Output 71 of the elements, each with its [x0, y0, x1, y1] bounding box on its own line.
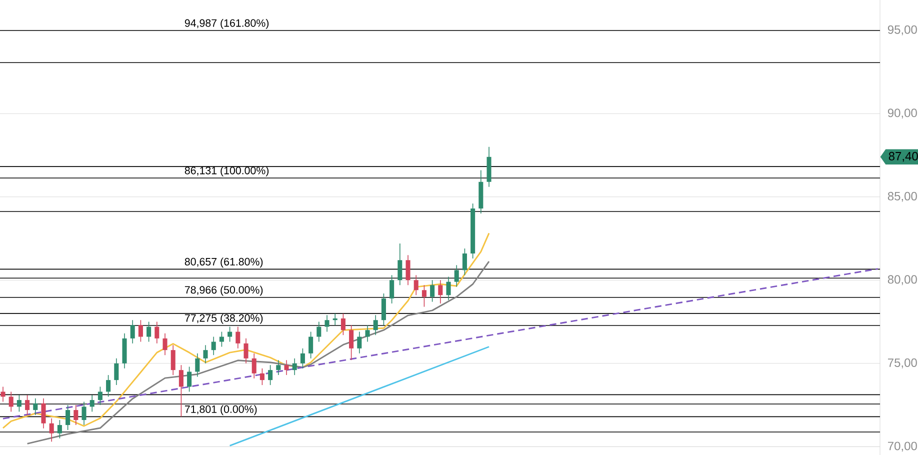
y-tick-label: 75,00 — [888, 358, 917, 368]
candlestick — [365, 324, 370, 342]
candlestick — [357, 331, 362, 354]
candlestick — [228, 326, 232, 342]
candlestick — [82, 401, 86, 426]
candlestick — [0, 386, 6, 402]
candlestick — [422, 284, 426, 308]
candlestick — [332, 313, 338, 326]
candlestick — [414, 274, 418, 296]
candlestick — [74, 404, 78, 426]
candlestick — [178, 364, 184, 418]
candlestick — [90, 394, 94, 412]
candlestick — [138, 320, 143, 342]
candlestick — [33, 398, 38, 416]
candlestick — [373, 314, 378, 336]
candlestick — [292, 358, 297, 376]
candlestick — [16, 394, 22, 412]
candlestick — [219, 331, 224, 348]
candlestick — [236, 326, 240, 349]
candlestick — [98, 386, 102, 406]
candlestick — [8, 391, 14, 412]
candlestick — [244, 338, 248, 364]
ref-line-label: 71,801 (0.00%) — [184, 405, 257, 416]
ref-line-label: 78,966 (50.00%) — [184, 286, 263, 296]
candlestick — [268, 364, 273, 386]
y-tick-label: 85,00 — [888, 192, 917, 202]
candlestick — [106, 374, 111, 398]
candlestick — [162, 333, 168, 356]
candlestick — [203, 344, 208, 364]
candlestick — [154, 321, 160, 344]
candlestick — [438, 280, 443, 304]
candlestick — [195, 353, 200, 378]
candlestick — [114, 358, 119, 386]
candlestick — [398, 243, 402, 286]
candlestick — [381, 293, 386, 326]
y-tick-label: 70,00 — [888, 442, 917, 452]
text: 87,40 — [888, 152, 918, 162]
candlestick — [276, 360, 281, 376]
candlestick — [430, 280, 435, 302]
candlestick — [170, 344, 176, 376]
candlestick — [211, 336, 216, 356]
candlestick — [462, 248, 467, 276]
candlestick — [260, 368, 264, 386]
candlestick — [454, 264, 459, 288]
candlestick — [252, 353, 256, 379]
candlestick — [146, 321, 152, 342]
candlestick — [66, 404, 70, 430]
candlestick — [41, 398, 46, 429]
candlestick — [316, 321, 322, 342]
candlestick — [300, 348, 305, 369]
line-series — [2, 232, 490, 429]
candlestick — [324, 314, 330, 332]
candlestick — [446, 276, 451, 301]
ref-line-label: 86,131 (100.00%) — [184, 166, 269, 176]
candlestick — [349, 324, 354, 360]
y-tick-label: 90,00 — [888, 108, 917, 119]
candlestick — [308, 331, 314, 359]
y-tick-label: 95,00 — [888, 25, 917, 36]
ref-line-label: 77,275 (38.20%) — [184, 314, 263, 324]
candlestick — [130, 320, 135, 344]
candlestick — [49, 418, 54, 442]
y-tick-label: 80,00 — [888, 275, 917, 286]
candlestick — [25, 394, 30, 416]
candlestick — [284, 360, 289, 376]
candlestick — [57, 420, 62, 439]
ref-line-label: 80,657 (61.80%) — [184, 258, 263, 268]
candlestick — [187, 366, 192, 392]
candlestick — [340, 313, 346, 336]
ref-line-label: 94,987 (161.80%) — [184, 18, 269, 29]
candlestick — [390, 274, 394, 304]
candlestick — [406, 254, 410, 286]
